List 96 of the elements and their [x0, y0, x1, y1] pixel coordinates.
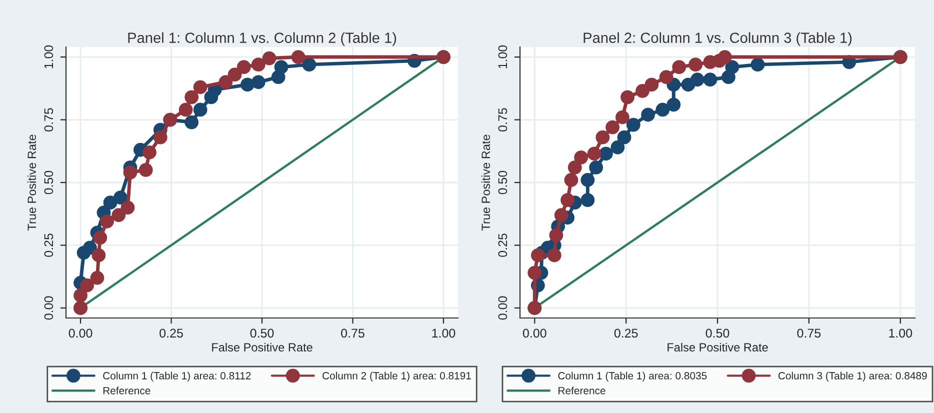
- point: [236, 60, 251, 74]
- y-tick-label: 0.50: [44, 170, 54, 194]
- point: [564, 173, 578, 187]
- point: [554, 208, 568, 222]
- point: [615, 110, 630, 124]
- point: [120, 200, 135, 215]
- point: [620, 90, 634, 104]
- legend-label: Reference: [558, 386, 606, 394]
- x-axis-title: False Positive Rate: [212, 342, 312, 352]
- point: [262, 51, 276, 66]
- legend-label: Column 2 (Table 1) area: 0.8191: [322, 372, 471, 382]
- point: [703, 72, 718, 87]
- point: [589, 160, 604, 174]
- y-axis-title: True Positive Rate: [481, 134, 490, 231]
- point: [291, 50, 306, 64]
- point: [153, 130, 168, 144]
- y-tick-label: 0.25: [44, 234, 54, 257]
- point: [302, 58, 316, 72]
- x-tick-label: 0.25: [160, 328, 183, 338]
- y-tick-label: 0.50: [498, 170, 508, 194]
- point: [193, 102, 208, 117]
- point: [251, 75, 266, 90]
- point: [690, 72, 704, 87]
- y-tick-label: 0.00: [498, 296, 508, 320]
- point: [184, 90, 199, 104]
- point: [580, 173, 595, 187]
- point: [599, 146, 613, 161]
- point: [74, 288, 88, 302]
- point: [530, 248, 545, 262]
- legend-label: Column 1 (Table 1) area: 0.8035: [558, 372, 707, 382]
- point: [659, 70, 674, 84]
- point: [656, 102, 670, 117]
- x-tick-label: 0.00: [68, 328, 92, 338]
- point: [228, 68, 242, 82]
- point: [184, 115, 199, 130]
- point: [549, 228, 564, 242]
- point: [193, 80, 208, 94]
- point: [178, 102, 193, 117]
- y-tick-label: 0.00: [44, 296, 54, 320]
- point: [528, 266, 542, 280]
- chart-title: Panel 2: Column 1 vs. Column 3 (Table 1): [584, 32, 852, 46]
- point: [688, 58, 702, 72]
- x-tick-label: 0.50: [250, 328, 274, 338]
- point: [274, 60, 288, 74]
- point: [138, 163, 153, 177]
- x-tick-label: 1.00: [889, 328, 912, 338]
- point: [90, 270, 104, 285]
- point: [112, 208, 126, 222]
- legend-label: Column 1 (Table 1) area: 0.8112: [103, 372, 251, 382]
- x-tick-label: 0.75: [797, 328, 821, 338]
- legend-label: Column 3 (Table 1) area: 0.8489: [778, 372, 927, 382]
- point: [568, 160, 582, 174]
- point: [103, 196, 118, 210]
- point: [93, 230, 108, 245]
- point: [672, 60, 686, 74]
- x-tick-label: 0.00: [522, 328, 546, 338]
- point: [617, 130, 632, 144]
- point: [251, 58, 266, 72]
- x-tick-label: 0.50: [706, 328, 730, 338]
- point: [574, 150, 588, 164]
- y-tick-label: 1.00: [44, 45, 54, 68]
- legend-label: Reference: [103, 386, 150, 394]
- point: [718, 50, 732, 64]
- point: [114, 190, 128, 204]
- point: [587, 146, 602, 161]
- y-tick-label: 1.00: [498, 45, 508, 68]
- point: [644, 78, 659, 92]
- point: [240, 78, 254, 92]
- point: [641, 108, 655, 122]
- x-tick-label: 1.00: [432, 328, 456, 338]
- point: [142, 145, 156, 160]
- point: [218, 75, 233, 90]
- point: [606, 120, 620, 134]
- point: [610, 140, 625, 154]
- point: [666, 98, 681, 112]
- chart-title: Panel 1: Column 1 vs. Column 2 (Table 1): [128, 32, 396, 46]
- point: [596, 130, 610, 144]
- point: [123, 166, 138, 180]
- point: [547, 248, 562, 262]
- point: [725, 60, 740, 74]
- y-tick-label: 0.75: [498, 108, 508, 132]
- point: [560, 193, 574, 208]
- x-tick-label: 0.25: [614, 328, 638, 338]
- y-tick-label: 0.25: [498, 234, 508, 257]
- x-tick-label: 0.75: [341, 328, 364, 338]
- point: [80, 278, 94, 292]
- point: [636, 84, 650, 98]
- x-axis-title: False Positive Rate: [668, 342, 768, 352]
- point: [100, 214, 114, 228]
- point: [626, 118, 640, 132]
- point: [83, 240, 97, 255]
- point: [92, 248, 106, 262]
- point: [580, 193, 595, 208]
- point: [750, 58, 765, 72]
- y-axis-title: True Positive Rate: [27, 134, 36, 231]
- y-tick-label: 0.75: [44, 108, 54, 132]
